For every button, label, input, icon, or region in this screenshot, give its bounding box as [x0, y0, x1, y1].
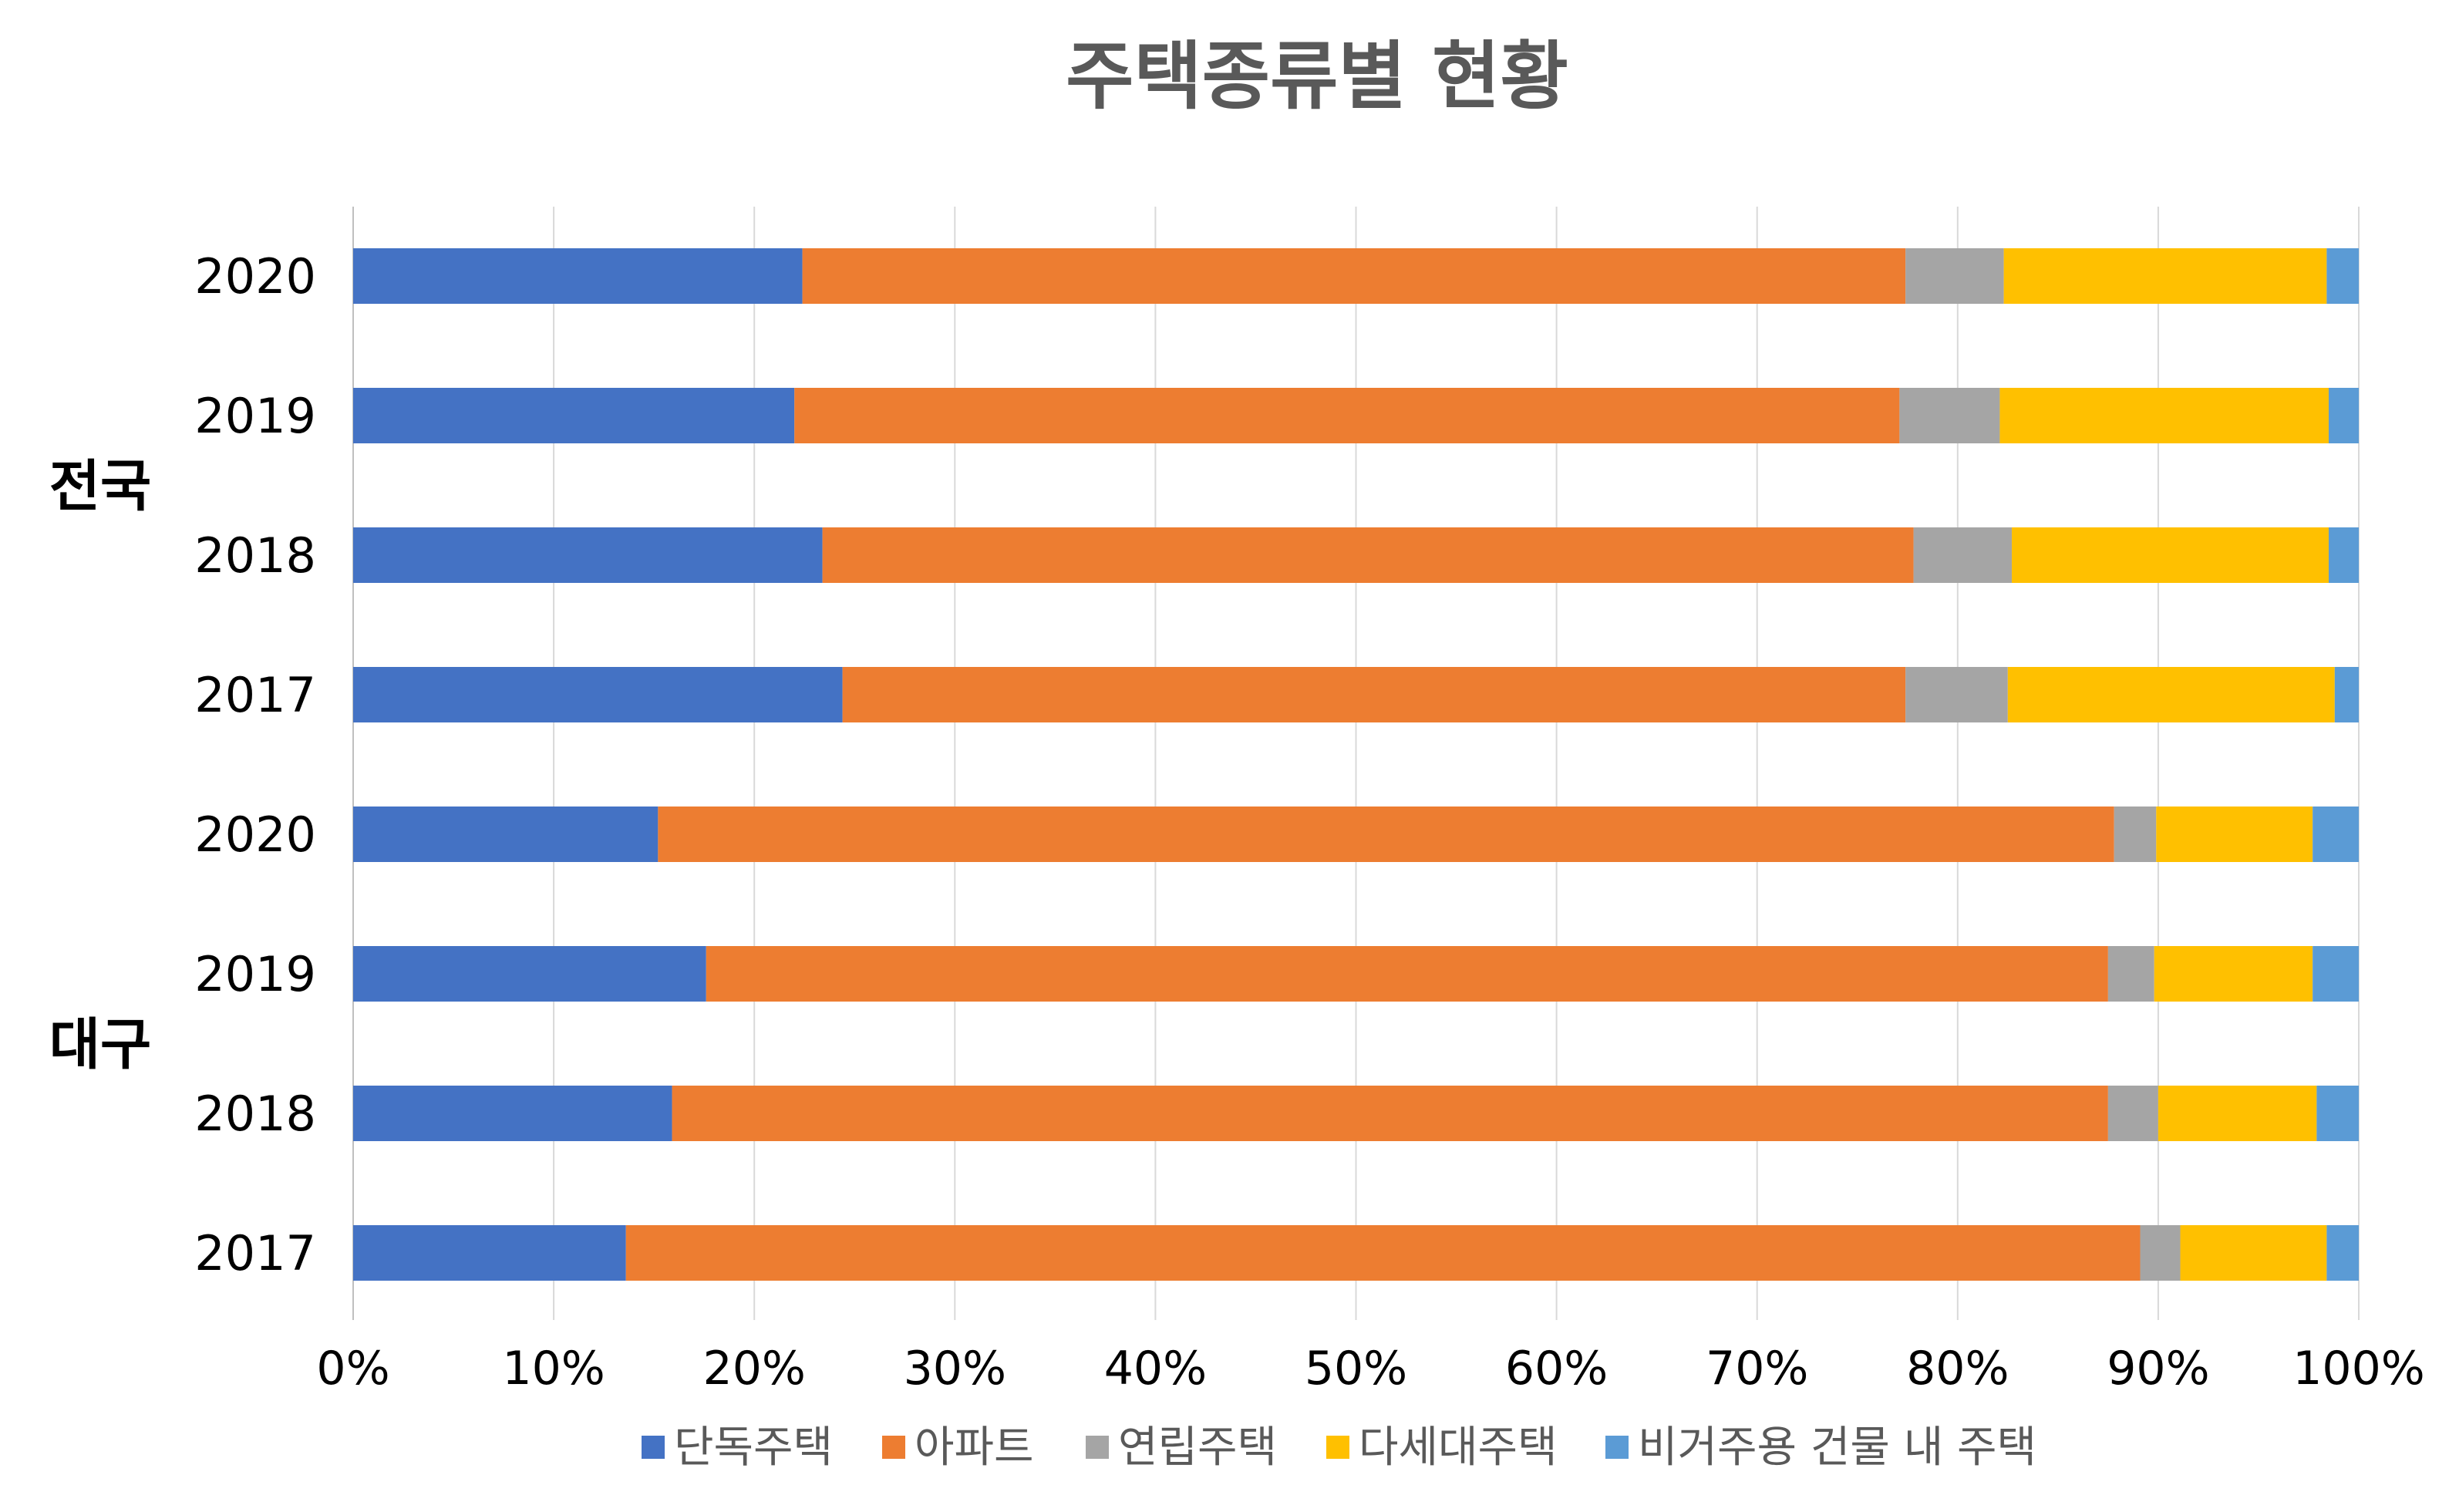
bar-segment: [353, 388, 795, 443]
category-label: 2017: [194, 667, 316, 723]
category-label: 2017: [194, 1225, 316, 1281]
category-label: 2019: [194, 946, 316, 1002]
bar-segment: [353, 1086, 672, 1141]
legend: 단독주택 아파트 연립주택 다세대주택 비거주용 건물 내 주택: [642, 1423, 2036, 1473]
x-tick-label: 70%: [1706, 1342, 1808, 1396]
legend-swatch: [642, 1436, 665, 1459]
bar-segment: [672, 1086, 2108, 1141]
chart-title: 주택종류별 현황: [1066, 33, 1568, 120]
bar-segment: [802, 248, 1906, 304]
x-tick-label: 80%: [1906, 1342, 2009, 1396]
bar-segment: [2140, 1225, 2181, 1281]
legend-swatch: [1326, 1436, 1349, 1459]
legend-swatch: [1605, 1436, 1629, 1459]
category-label: 2020: [194, 248, 316, 305]
bar-segment: [2003, 248, 2327, 304]
bar-segment: [2328, 527, 2359, 583]
x-tick-label: 0%: [316, 1342, 389, 1396]
category-label: 2019: [194, 388, 316, 444]
bar-segment: [2114, 807, 2157, 862]
bar-segment: [1913, 527, 2013, 583]
x-tick-label: 50%: [1305, 1342, 1407, 1396]
bar-segment: [2107, 1086, 2158, 1141]
bar-segment: [842, 667, 1906, 722]
x-tick-label: 30%: [904, 1342, 1006, 1396]
x-tick-label: 20%: [703, 1342, 806, 1396]
legend-label: 다세대주택: [1359, 1423, 1558, 1473]
bar-segment: [353, 248, 803, 304]
legend-swatch: [1086, 1436, 1109, 1459]
group-label: 전국: [49, 454, 151, 519]
x-tick-label: 100%: [2292, 1342, 2425, 1396]
bars: [353, 248, 2359, 1281]
bar-segment: [2154, 946, 2313, 1002]
bar-segment: [2334, 667, 2359, 722]
bar-segment: [2313, 807, 2359, 862]
gridlines: [352, 207, 2360, 1320]
bar-segment: [353, 667, 843, 722]
bar-segment: [2107, 946, 2154, 1002]
x-tick-label: 10%: [502, 1342, 605, 1396]
bar-segment: [2156, 807, 2313, 862]
bar-segment: [1899, 388, 2000, 443]
bar-segment: [2313, 946, 2359, 1002]
category-label: 2018: [194, 527, 316, 584]
bar-segment: [353, 807, 659, 862]
bar-segment: [2012, 527, 2329, 583]
bar-segment: [2158, 1086, 2317, 1141]
bar-segment: [353, 527, 823, 583]
bar-segment: [353, 946, 706, 1002]
bar-segment: [706, 946, 2108, 1002]
bar-segment: [2007, 667, 2335, 722]
bar-segment: [2326, 248, 2359, 304]
legend-label: 단독주택: [674, 1423, 833, 1473]
x-tick-label: 60%: [1505, 1342, 1608, 1396]
legend-label: 아파트: [915, 1423, 1034, 1473]
bar-segment: [822, 527, 1914, 583]
legend-label: 연립주택: [1118, 1423, 1277, 1473]
bar-segment: [794, 388, 1900, 443]
bar-segment: [2316, 1086, 2359, 1141]
category-labels: 2020 2019 2018 2017 2020 2019 2018 2017: [194, 248, 316, 1281]
bar-segment: [1999, 388, 2329, 443]
bar-segment: [2328, 388, 2359, 443]
bar-segment: [2326, 1225, 2359, 1281]
x-axis-tick-labels: 0% 10% 20% 30% 40% 50% 60% 70% 80% 90% 100%: [316, 1342, 2424, 1396]
group-label: 대구: [49, 1012, 151, 1077]
category-label: 2020: [194, 807, 316, 863]
bar-segment: [1905, 248, 2004, 304]
x-tick-label: 40%: [1104, 1342, 1207, 1396]
bar-segment: [353, 1225, 626, 1281]
legend-swatch: [882, 1436, 905, 1459]
bar-segment: [1905, 667, 2008, 722]
x-tick-label: 90%: [2107, 1342, 2209, 1396]
category-label: 2018: [194, 1086, 316, 1142]
bar-segment: [625, 1225, 2141, 1281]
legend-label: 비거주용 건물 내 주택: [1638, 1423, 2036, 1473]
bar-segment: [2180, 1225, 2327, 1281]
bar-segment: [658, 807, 2114, 862]
